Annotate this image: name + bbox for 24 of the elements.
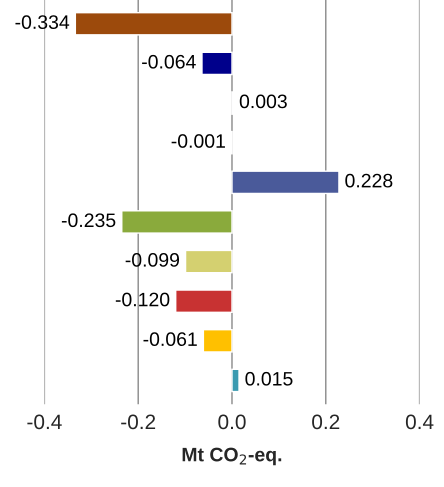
bar — [184, 250, 233, 274]
x-tick-label: 0.0 — [218, 414, 246, 430]
bar — [231, 368, 240, 392]
x-tick-label: 0.2 — [312, 414, 340, 430]
bar — [121, 210, 233, 234]
bar — [175, 289, 233, 313]
bar — [201, 52, 233, 76]
data-label: 0.015 — [245, 372, 292, 386]
bar — [202, 329, 233, 353]
x-tick-label: -0.2 — [121, 414, 156, 430]
x-tick-label: -0.4 — [27, 414, 62, 430]
data-label: -0.064 — [142, 54, 196, 69]
bar — [231, 170, 340, 194]
data-label: -0.061 — [143, 332, 197, 346]
data-label: 0.228 — [345, 174, 392, 188]
x-tick-label: 0.4 — [406, 414, 434, 430]
data-label: -0.120 — [116, 292, 170, 306]
data-label: -0.099 — [126, 253, 180, 267]
data-label: 0.003 — [240, 94, 287, 108]
data-label: -0.334 — [15, 15, 70, 29]
data-label: -0.001 — [172, 134, 225, 148]
data-label: -0.235 — [62, 213, 116, 228]
bar — [74, 12, 233, 36]
x-axis-title: Mt CO$_{2}$-eq. — [182, 448, 282, 466]
